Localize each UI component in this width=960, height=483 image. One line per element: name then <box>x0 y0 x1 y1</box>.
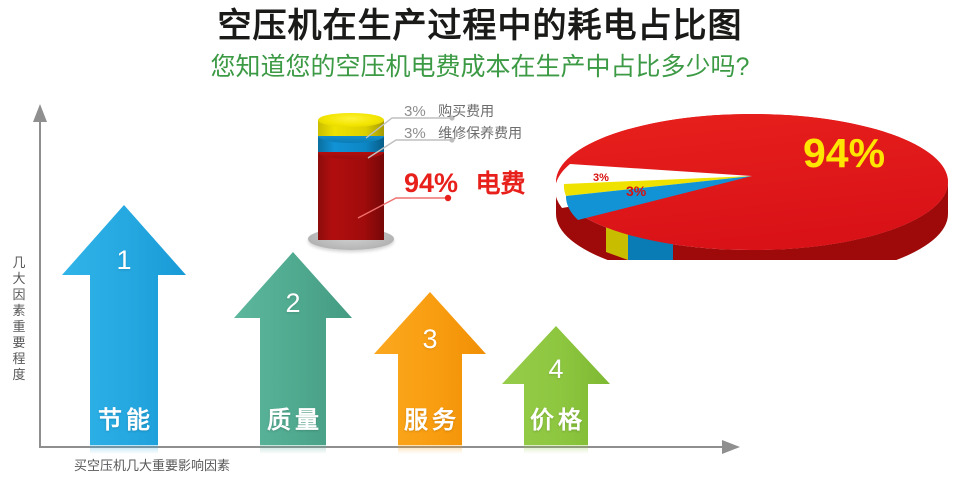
arrow-glyph-4 <box>502 326 610 445</box>
factor-arrow-1[interactable]: 1 节能 <box>62 205 186 454</box>
arrow-label-4: 价格 <box>530 407 586 434</box>
callout-electricity: 94% 电费 <box>404 170 526 197</box>
cylinder-body <box>318 113 384 240</box>
callout-maintenance: 3% 维修保养费用 <box>404 126 522 142</box>
arrow-glyph-1 <box>62 205 186 445</box>
callout-percent: 3% <box>404 125 426 142</box>
pie-glyph <box>555 114 948 282</box>
arrow-shape: 2 质量 <box>234 252 352 445</box>
arrow-glyph-3 <box>374 292 486 445</box>
arrow-label-3: 服务 <box>404 407 460 434</box>
callout-purchase: 3% 购买费用 <box>404 104 494 120</box>
pie-slice-label-maintenance: 3% <box>626 183 647 199</box>
cylinder-segment-purchase <box>318 113 384 136</box>
page-subtitle: 您知道您的空压机电费成本在生产中占比多少吗? <box>210 53 750 81</box>
arrow-shape: 4 价格 <box>502 326 610 445</box>
arrow-rank-2: 2 <box>285 288 301 318</box>
y-axis-label: 几大因素重要程度 <box>12 255 26 382</box>
arrow-reflection-4 <box>524 445 588 454</box>
arrow-reflection-2 <box>260 445 326 454</box>
arrow-rank-4: 4 <box>548 354 564 384</box>
callout-name: 维修保养费用 <box>438 125 523 141</box>
stacked-cylinder-chart[interactable] <box>296 110 406 250</box>
arrow-label-1: 节能 <box>98 407 154 434</box>
pie-chart-3d[interactable]: 94% 3% 3% <box>548 104 952 282</box>
factor-arrow-4[interactable]: 4 价格 <box>502 326 610 454</box>
arrow-reflection-3 <box>398 445 462 454</box>
arrow-shape: 1 节能 <box>62 205 186 445</box>
arrow-rank-3: 3 <box>422 324 438 354</box>
arrow-rank-1: 1 <box>116 245 132 275</box>
arrow-glyph-2 <box>234 252 352 445</box>
factor-arrow-2[interactable]: 2 质量 <box>234 252 352 454</box>
segment-cap <box>318 113 384 127</box>
page-title: 空压机在生产过程中的耗电占比图 <box>217 7 743 45</box>
cylinder-segment-maintenance <box>318 129 384 152</box>
pie-main-label: 94% <box>803 130 886 176</box>
cylinder-segment-electricity <box>318 145 384 240</box>
factor-arrow-3[interactable]: 3 服务 <box>374 292 486 454</box>
callout-percent: 3% <box>404 103 426 120</box>
callout-name: 电费 <box>475 170 526 198</box>
arrow-label-2: 质量 <box>267 407 323 434</box>
arrow-reflection-1 <box>90 445 158 454</box>
x-axis-label: 买空压机几大重要影响因素 <box>74 458 231 473</box>
arrow-shape: 3 服务 <box>374 292 486 445</box>
callout-percent: 94% <box>404 168 459 198</box>
segment-side <box>318 152 384 240</box>
pie-slice-label-purchase: 3% <box>593 172 609 184</box>
callout-name: 购买费用 <box>438 103 495 119</box>
